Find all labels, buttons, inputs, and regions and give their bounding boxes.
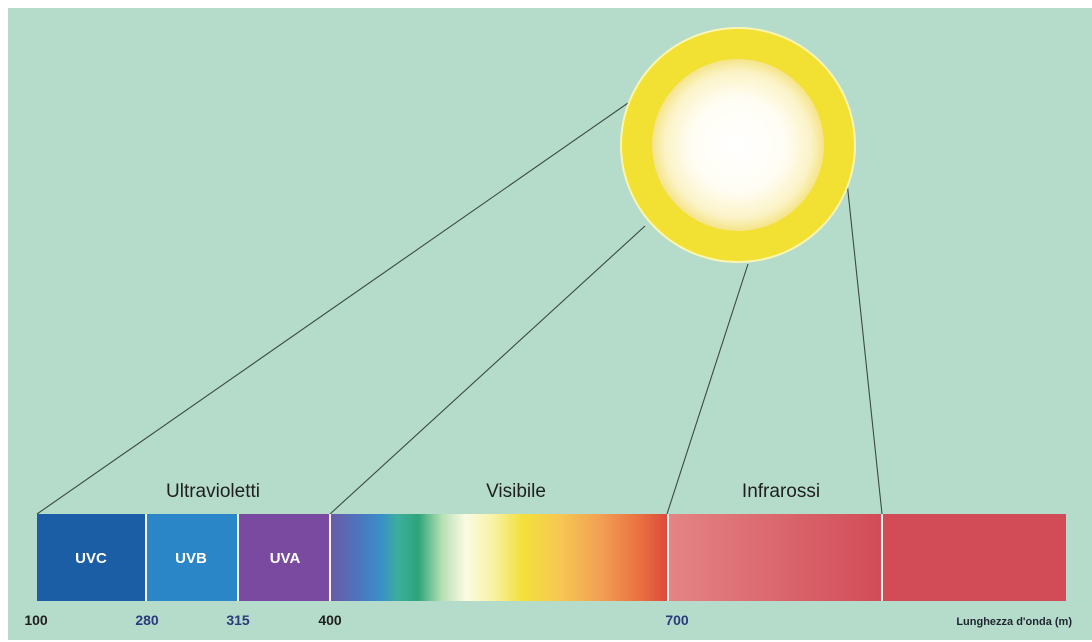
tick-label-280: 280 <box>135 612 159 628</box>
band-uva <box>239 514 329 601</box>
tick-label-700: 700 <box>665 612 689 628</box>
tick-label-315: 315 <box>226 612 250 628</box>
band-infrared-near <box>669 514 881 601</box>
tick-label-400: 400 <box>318 612 342 628</box>
region-label-ultraviolet: Ultravioletti <box>166 481 260 502</box>
band-uvc <box>37 514 145 601</box>
region-label-visible: Visibile <box>486 481 546 502</box>
band-label-uva: UVA <box>270 550 301 567</box>
ray-line-visible-end <box>666 263 749 515</box>
band-label-uvb: UVB <box>175 550 207 567</box>
sun-core <box>652 59 824 231</box>
axis-title: Lunghezza d'onda (m) <box>956 616 1072 628</box>
band-label-uvc: UVC <box>75 550 107 567</box>
ray-line-uv <box>36 102 629 515</box>
region-label-infrared: Infrarossi <box>742 481 820 502</box>
band-dividers <box>145 514 883 601</box>
band-visible <box>331 514 667 601</box>
ray-line-visible-start <box>329 225 646 515</box>
ray-lines <box>36 102 883 515</box>
tick-label-100: 100 <box>24 612 48 628</box>
ray-line-infrared-end <box>846 181 883 515</box>
spectrum-bar <box>37 514 1066 601</box>
band-infrared-far <box>883 514 1066 601</box>
sun-icon <box>620 27 856 263</box>
band-uvb <box>147 514 237 601</box>
